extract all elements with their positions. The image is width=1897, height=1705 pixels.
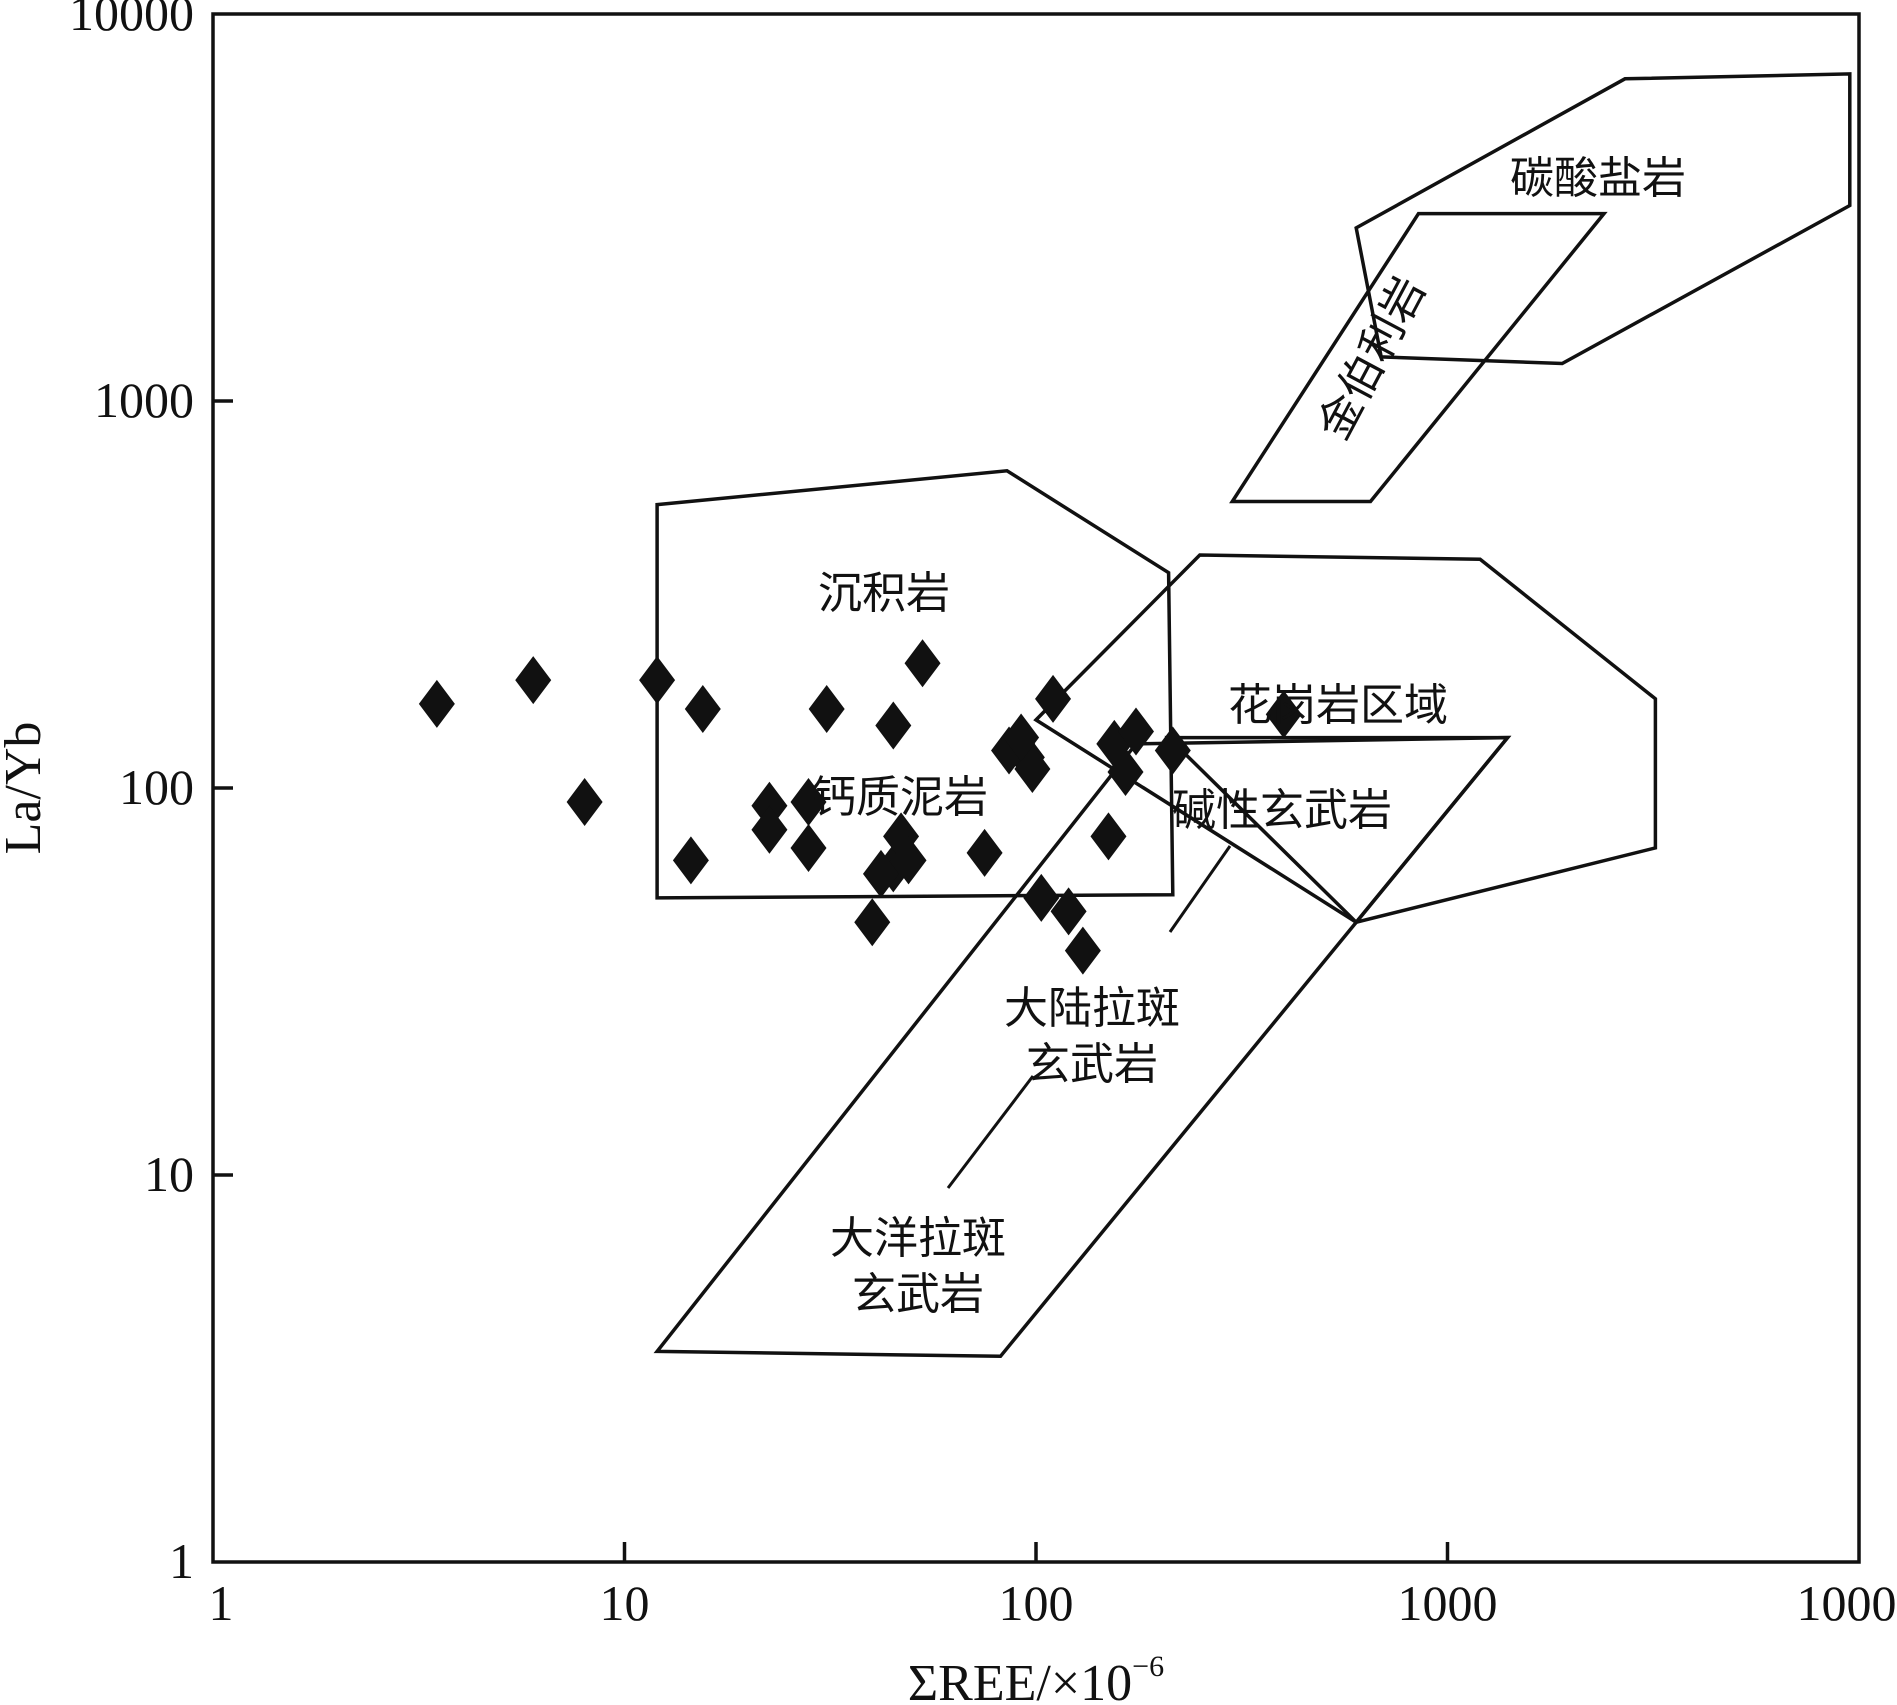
x-axis-title-exponent: −6 [1132,1650,1164,1683]
region-label-continental-tholeiite: 大陆拉斑玄武岩 [1004,983,1180,1090]
x-tick-label: 100 [999,1575,1074,1631]
region-label-granite: 花岗岩区域 [1228,680,1448,731]
region-label-oceanic-tholeiite: 大洋拉斑玄武岩 [830,1213,1006,1320]
data-point [854,898,891,947]
data-point [684,685,721,734]
data-point [751,781,788,830]
data-point [1107,747,1144,796]
region-polygons [653,72,1852,1359]
data-point [1265,690,1302,739]
alkali-basalt-leader-line [1168,845,1232,933]
data-point [515,656,552,705]
y-tick-label: 100 [119,759,194,815]
data-point [751,805,788,854]
data-point [639,656,676,705]
y-tick-label: 10000 [69,0,194,41]
data-point [862,849,899,898]
region-continental-tholeiite [653,735,1512,1359]
x-axis-title: ΣREE/×10−6 [908,1650,1164,1705]
x-tick-label: 10000 [1797,1575,1897,1631]
x-tick-label: 1000 [1398,1575,1498,1631]
data-point [1090,812,1127,861]
data-point [890,836,927,885]
data-point [875,701,912,750]
label-line: 玄武岩 [852,1269,984,1320]
data-point [418,679,455,728]
y-tick-label: 1000 [94,372,194,428]
y-axis-title: La/Yb [0,722,52,855]
data-point [1035,674,1072,723]
data-point [790,778,827,827]
label-line: 大陆拉斑 [1004,983,1180,1034]
data-points [418,639,1302,975]
data-point [1050,887,1087,936]
data-point [1023,873,1060,922]
region-label-carbonate: 碳酸盐岩 [1510,153,1686,204]
region-label-sedimentary: 沉积岩 [818,568,950,619]
region-carbonate [1354,72,1852,366]
y-tick-label: 1 [169,1533,194,1589]
data-point [904,639,941,688]
data-point [1118,707,1155,756]
data-point [808,685,845,734]
data-point [1154,726,1191,775]
data-point [790,823,827,872]
y-tick-label: 10 [144,1146,194,1202]
data-point [966,828,1003,877]
region-label-calcareous-mudstone: 钙质泥岩 [812,772,988,823]
axis-ticks: 1 10 100 1000 10000 1 10 100 1000 10000 [69,0,1897,1631]
region-label-alkali-basalt: 碱性玄武岩 [1172,785,1392,836]
region-kimberlite [1229,211,1608,504]
data-point [1003,713,1040,762]
x-tick-label: 10 [600,1575,650,1631]
oceanic-tholeiite-leader-line [946,1075,1035,1189]
label-line: 玄武岩 [1026,1039,1158,1090]
x-axis-title-main: ΣREE/×10 [908,1655,1132,1705]
data-point [672,836,709,885]
data-point [1064,926,1101,975]
data-point [566,778,603,827]
x-tick-label: 1 [209,1575,234,1631]
label-line: 大洋拉斑 [830,1213,1006,1264]
